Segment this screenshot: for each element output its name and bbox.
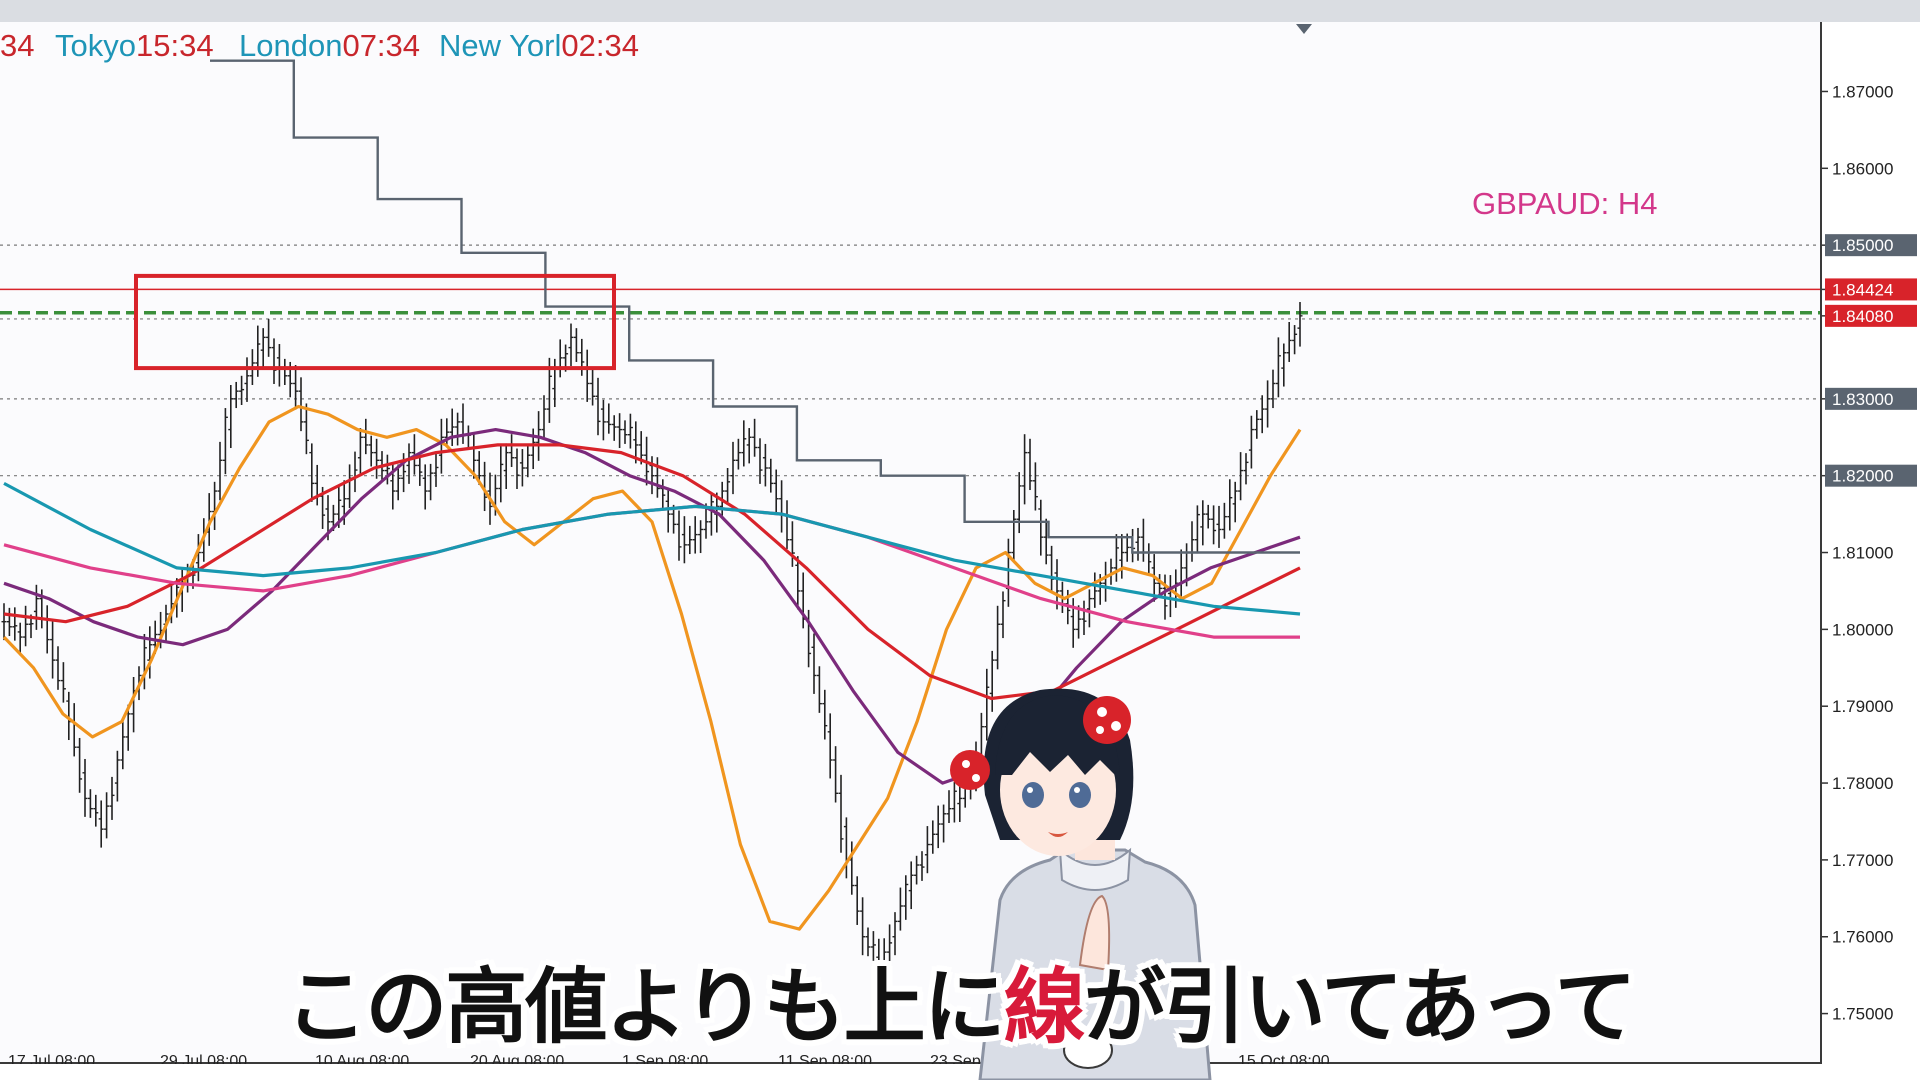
price-axis-label: 1.76000 [1832,928,1893,947]
clock-time: 15:34 [135,28,214,63]
price-axis-label: 1.87000 [1832,82,1893,101]
clock-time: 02:34 [561,28,639,63]
window-top-bar [0,0,1920,23]
clock-london: London07:34 [239,28,420,64]
x-axis-tick-label: 10 Aug 08:00 [315,1053,409,1064]
price-axis-label: 1.78000 [1832,774,1893,793]
subtitle-highlight: 線 [1003,960,1086,1055]
x-axis-tick-label: 20 Aug 08:00 [470,1053,564,1064]
clock-city: Tokyo [55,28,136,63]
symbol-label: GBPAUD: H4 [1472,186,1658,221]
moving-average-line [3,443,1301,701]
moving-average-line [2,404,1302,931]
price-tag-label: 1.84080 [1832,307,1893,326]
price-tag-background [1825,278,1917,301]
step-line [210,59,1300,554]
price-tag-label: 1.82000 [1832,467,1893,486]
clock-new-york: New Yorl02:34 [439,28,639,64]
x-axis-tick-label: 23 Sep 08:00 [930,1053,1025,1064]
price-tag-background [1825,234,1917,257]
subtitle-part-1: この高値よりも上に [285,960,1005,1055]
moving-average-line [3,428,1301,785]
chart-area[interactable]: 17 Jul 08:00 29 Jul 08:00 10 Aug 08:00 20 A… [0,22,1822,1064]
price-axis-label: 1.81000 [1832,544,1893,563]
price-axis-label: 1.77000 [1832,851,1893,870]
price-tag-label: 1.84424 [1832,280,1893,299]
price-tag-background [1825,387,1917,410]
x-axis-tick-label: 15 Oct 08:00 [1238,1053,1330,1064]
current-bar-marker [1296,24,1312,34]
subtitle-part-2: が引いてあって [1083,960,1637,1055]
price-axis-labels: 1.87000 1.86000 1.85000 1.84424 1.84080 1.830… [1822,82,1917,1024]
x-axis-tick-label: 11 Sep 08:00 [778,1053,872,1064]
price-axis-label: 1.80000 [1832,620,1893,639]
x-axis-tick-label: 17 Jul 08:00 [8,1053,95,1064]
price-axis-label: 1.86000 [1832,159,1893,178]
x-axis-tick-label: 29 Jul 08:00 [160,1053,247,1064]
price-tag-label: 1.83000 [1832,390,1893,409]
price-tag-label: 1.85000 [1832,236,1893,255]
x-axis-tick-label: 1 Sep 08:00 [622,1053,708,1064]
clock-tokyo: Tokyo15:34 [55,28,214,64]
price-chart[interactable]: 17 Jul 08:00 29 Jul 08:00 10 Aug 08:00 20 A… [0,22,1822,1064]
price-axis[interactable]: 1.87000 1.86000 1.85000 1.84424 1.84080 1.830… [1822,22,1920,1064]
price-axis-label: 1.79000 [1832,697,1893,716]
subtitle-caption: この高値よりも上に線が引いてあって [0,940,1920,1059]
price-tag-background [1825,304,1917,327]
price-tag-background [1825,464,1917,487]
clock-city: New Yorl [439,28,562,63]
clock-city: London [239,28,343,63]
moving-average-line [3,481,1301,616]
clock-server: 34 [0,28,34,64]
highlight-box [134,273,616,371]
clock-time: 34 [0,28,35,63]
price-axis-label: 1.75000 [1832,1005,1893,1024]
clock-time: 07:34 [342,28,421,63]
